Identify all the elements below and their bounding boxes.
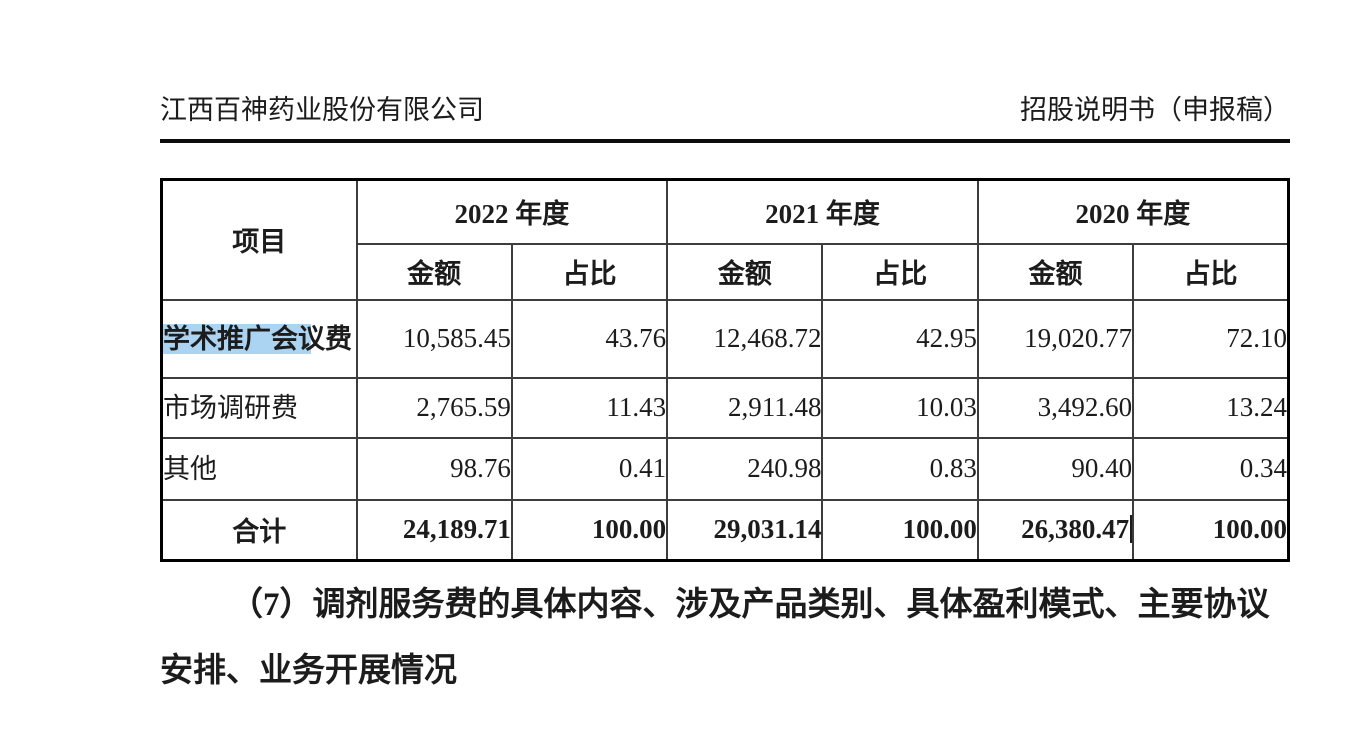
section-heading-paragraph[interactable]: （7）调剂服务费的具体内容、涉及产品类别、具体盈利模式、主要协议安排、业务开展情… — [160, 587, 1270, 689]
year-header-2020[interactable]: 2020 年度 — [976, 178, 1290, 245]
cell-total-2020-ratio[interactable]: 100.00 — [1132, 498, 1290, 562]
cell-2022-ratio[interactable]: 43.76 — [510, 298, 669, 379]
table-row: 其他 98.76 0.41 240.98 0.83 90.40 0.34 — [160, 436, 1290, 501]
cell-2022-amount[interactable]: 10,585.45 — [355, 298, 513, 379]
company-name: 江西百神药业股份有限公司 — [160, 95, 484, 125]
cell-2022-amount[interactable]: 98.76 — [355, 436, 513, 501]
cell-total-2022-amount[interactable]: 24,189.71 — [355, 498, 513, 562]
cell-2021-amount[interactable]: 12,468.72 — [666, 298, 824, 379]
cell-2022-ratio[interactable]: 11.43 — [510, 376, 669, 439]
cell-2021-ratio[interactable]: 42.95 — [821, 298, 979, 379]
cell-2020-amount[interactable]: 19,020.77 — [976, 298, 1135, 379]
expense-table: 项目 2022 年度 2021 年度 2020 年度 金额 占比 金额 占比 金… — [160, 178, 1290, 562]
cell-2022-ratio[interactable]: 0.41 — [510, 436, 669, 501]
corner-header-cell[interactable]: 项目 — [160, 178, 358, 301]
cell-2021-ratio[interactable]: 0.83 — [821, 436, 979, 501]
cell-2020-amount[interactable]: 90.40 — [976, 436, 1135, 501]
cell-total-2022-ratio[interactable]: 100.00 — [510, 498, 669, 562]
cell-2021-ratio[interactable]: 10.03 — [821, 376, 979, 439]
table-row: 市场调研费 2,765.59 11.43 2,911.48 10.03 3,49… — [160, 376, 1290, 439]
row-label-academic-promotion[interactable]: 学术推广会议费 — [160, 298, 358, 379]
cell-total-2020-amount[interactable]: 26,380.47 — [976, 498, 1135, 562]
cell-2021-amount[interactable]: 2,911.48 — [666, 376, 824, 439]
cell-2021-amount[interactable]: 240.98 — [666, 436, 824, 501]
subheader-ratio-2021[interactable]: 占比 — [821, 242, 979, 301]
cell-2020-ratio[interactable]: 13.24 — [1132, 376, 1290, 439]
selected-text[interactable]: 学术推广会 — [163, 323, 298, 354]
table-row-total: 合计 24,189.71 100.00 29,031.14 100.00 26,… — [160, 498, 1290, 562]
table-row: 学术推广会议费 10,585.45 43.76 12,468.72 42.95 … — [160, 298, 1290, 379]
row-label-other[interactable]: 其他 — [160, 436, 358, 501]
subheader-amount-2020[interactable]: 金额 — [976, 242, 1135, 301]
subheader-amount-2021[interactable]: 金额 — [666, 242, 824, 301]
cell-total-2021-amount[interactable]: 29,031.14 — [666, 498, 824, 562]
cell-total-2021-ratio[interactable]: 100.00 — [821, 498, 979, 562]
cell-2022-amount[interactable]: 2,765.59 — [355, 376, 513, 439]
doc-title: 招股说明书（申报稿） — [1020, 95, 1290, 125]
subheader-ratio-2022[interactable]: 占比 — [510, 242, 669, 301]
row-label-rest[interactable]: 议费 — [298, 323, 352, 354]
row-label-market-research[interactable]: 市场调研费 — [160, 376, 358, 439]
total-2020-amount-text[interactable]: 26,380.47 — [1021, 514, 1130, 545]
row-label-total[interactable]: 合计 — [160, 498, 358, 562]
subheader-amount-2022[interactable]: 金额 — [355, 242, 513, 301]
cell-2020-amount[interactable]: 3,492.60 — [976, 376, 1135, 439]
subheader-ratio-2020[interactable]: 占比 — [1132, 242, 1290, 301]
cell-2020-ratio[interactable]: 0.34 — [1132, 436, 1290, 501]
year-header-2021[interactable]: 2021 年度 — [666, 178, 979, 245]
page-header: 江西百神药业股份有限公司 招股说明书（申报稿） — [160, 88, 1290, 143]
year-header-2022[interactable]: 2022 年度 — [355, 178, 669, 245]
text-cursor — [1130, 515, 1133, 544]
cell-2020-ratio[interactable]: 72.10 — [1132, 298, 1290, 379]
